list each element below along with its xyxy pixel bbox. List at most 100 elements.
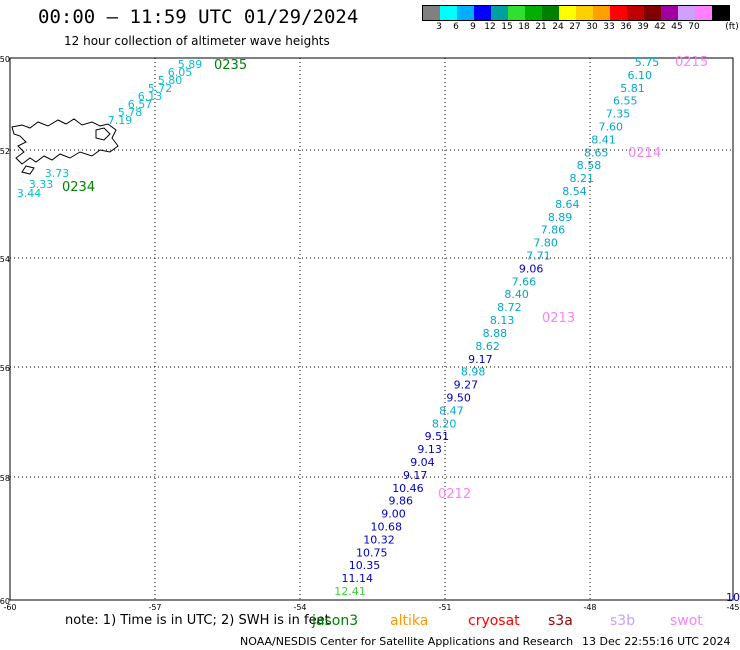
wave-height-value: 8.62 <box>475 340 500 353</box>
wave-height-value: 9.51 <box>425 430 450 443</box>
legend-label: 33 <box>603 22 615 32</box>
legend-swatch <box>423 6 440 20</box>
wave-height-value: 5.75 <box>635 56 660 69</box>
pass-time-label: 0214 <box>628 146 661 161</box>
legend-swatch <box>440 6 457 20</box>
lon-label: -57 <box>148 603 161 612</box>
legend-swatch <box>712 6 729 20</box>
wave-height-value: 12.41 <box>334 585 366 598</box>
mission-label: s3b <box>610 613 636 629</box>
legend-swatch <box>661 6 678 20</box>
wave-height-value: 5.78 <box>118 106 143 119</box>
wave-height-value: 9.06 <box>519 262 544 275</box>
pass-time-label: 0234 <box>62 180 95 195</box>
legend-label: 3 <box>436 22 442 32</box>
lat-label: -58 <box>0 474 10 483</box>
wave-height-value: 7.35 <box>606 108 631 121</box>
legend-swatch <box>491 6 508 20</box>
legend-label: 36 <box>620 22 632 32</box>
credit-text: NOAA/NESDIS Center for Satellite Applica… <box>240 635 574 648</box>
legend-swatch <box>644 6 661 20</box>
legend-label: 15 <box>501 22 513 32</box>
wave-height-value: 8.64 <box>555 198 580 211</box>
wave-height-value: 9.13 <box>417 443 442 456</box>
wave-height-value: 6.10 <box>628 69 653 82</box>
legend-swatch <box>627 6 644 20</box>
wave-height-value: 6.57 <box>128 98 153 111</box>
lon-label: -51 <box>438 603 451 612</box>
wave-height-value: 6.13 <box>138 90 163 103</box>
mission-label: altika <box>390 613 429 629</box>
lat-label: -56 <box>0 364 10 373</box>
wave-height-value: 10.32 <box>363 533 395 546</box>
legend-swatch <box>508 6 525 20</box>
wave-height-value: 10.75 <box>356 546 388 559</box>
legend-swatch <box>678 6 695 20</box>
wave-height-value: 5.72 <box>148 82 173 95</box>
wave-height-value: 3.33 <box>29 178 54 191</box>
legend-label: 30 <box>586 22 598 32</box>
legend-swatch <box>610 6 627 20</box>
legend-swatch <box>542 6 559 20</box>
wave-height-value: 9.27 <box>454 379 479 392</box>
wave-height-value: 8.41 <box>591 133 616 146</box>
lon-label: -54 <box>293 603 306 612</box>
legend-unit: (ft) <box>725 22 739 32</box>
legend-swatch <box>695 6 712 20</box>
wave-height-value: 6.05 <box>168 66 193 79</box>
wave-height-value: 8.98 <box>461 366 486 379</box>
map-title: 00:00 – 11:59 UTC 01/29/2024 <box>38 6 359 28</box>
color-legend <box>422 5 730 21</box>
altimeter-map: -50 -52 -54 -56 -58 -60-60 -57 -54 -51 -48 -45 5.89… <box>0 55 740 612</box>
wave-height-value: 9.17 <box>468 353 493 366</box>
wave-height-value: 7.80 <box>533 237 558 250</box>
mission-label: cryosat <box>468 613 520 629</box>
pass-time-label: 0212 <box>438 487 471 502</box>
wave-height-value: 8.88 <box>483 327 508 340</box>
wave-height-value: 8.89 <box>548 211 573 224</box>
legend-label: 42 <box>654 22 666 32</box>
edge-value: 10 <box>726 591 740 604</box>
lat-label: -52 <box>0 147 10 156</box>
wave-height-value: 7.66 <box>512 275 537 288</box>
legend-label: 70 <box>688 22 700 32</box>
lat-label: -60 <box>0 597 10 606</box>
wave-height-value: 9.86 <box>388 495 413 508</box>
lat-label: -50 <box>0 55 10 64</box>
legend-label: 45 <box>671 22 683 32</box>
legend-label: 27 <box>569 22 581 32</box>
map-frame <box>9 57 734 601</box>
wave-height-value: 11.14 <box>341 572 373 585</box>
lon-label: -45 <box>726 603 739 612</box>
legend-label: 18 <box>518 22 530 32</box>
island-outline <box>11 118 119 175</box>
lon-label: -48 <box>583 603 596 612</box>
wave-height-value: 5.80 <box>158 74 183 87</box>
wave-height-value: 6.55 <box>613 95 638 108</box>
wave-height-value: 8.47 <box>439 404 464 417</box>
wave-height-value: 8.65 <box>584 146 609 159</box>
wave-height-value: 10.46 <box>392 482 424 495</box>
lat-label: -54 <box>0 255 10 264</box>
legend-label: 12 <box>484 22 496 32</box>
wave-height-value: 9.04 <box>410 456 435 469</box>
wave-height-value: 8.40 <box>504 288 529 301</box>
wave-height-value: 3.44 <box>17 187 42 200</box>
generated-timestamp: 13 Dec 22:55:16 UTC 2024 <box>582 635 731 648</box>
legend-label: 6 <box>453 22 459 32</box>
legend-swatch <box>559 6 576 20</box>
legend-swatch <box>525 6 542 20</box>
lon-label: -60 <box>3 603 16 612</box>
pass-time-label: 0213 <box>542 311 575 326</box>
pass-time-label: 0235 <box>214 58 247 73</box>
wave-height-value: 7.60 <box>599 121 624 134</box>
wave-height-value: 8.20 <box>432 417 457 430</box>
wave-height-value: 8.72 <box>497 301 522 314</box>
wave-height-value: 7.86 <box>541 224 566 237</box>
legend-swatch <box>474 6 491 20</box>
wave-height-value: 10.68 <box>370 520 402 533</box>
mission-label: swot <box>670 613 703 629</box>
legend-label: 24 <box>552 22 564 32</box>
wave-height-value: 5.81 <box>620 82 645 95</box>
wave-height-value: 8.54 <box>562 185 587 198</box>
